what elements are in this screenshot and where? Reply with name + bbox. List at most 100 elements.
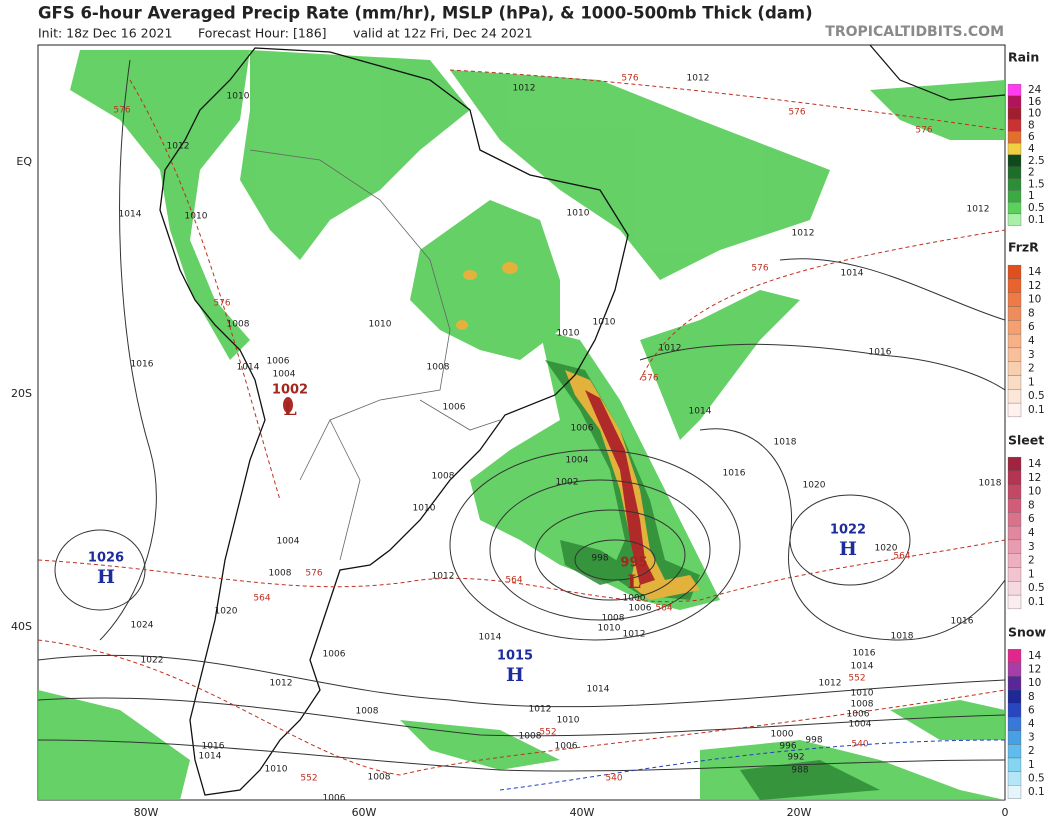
isobar-label: 1018 (774, 438, 797, 448)
legend-tick-label: 4 (1028, 335, 1035, 347)
legend-tick-label: 10 (1028, 677, 1041, 689)
isobar-label: 1012 (167, 142, 190, 152)
pressure-center-symbol: H (506, 664, 524, 686)
isobar-label: 1010 (851, 689, 874, 699)
isobar-label: 1012 (687, 74, 710, 84)
legend-tick-label: 1.5 (1028, 178, 1045, 190)
isobar-label: 998 (591, 554, 608, 564)
legend-tick-label: 2 (1028, 167, 1035, 179)
isobar-label: 1012 (819, 679, 842, 689)
legend-swatch (1007, 703, 1022, 718)
thickness-label: 576 (641, 374, 658, 384)
isobar-label: 1010 (593, 318, 616, 328)
legend-tick-label: 4 (1028, 718, 1035, 730)
isobar-label: 1012 (967, 205, 990, 215)
legend-tick-label: 6 (1028, 321, 1035, 333)
isobar-label: 1006 (323, 794, 346, 804)
legend-tick-label: 3 (1028, 732, 1035, 744)
isobar-label: 1016 (202, 742, 225, 752)
legend-swatch (1007, 581, 1022, 596)
legend-tick-label: 14 (1028, 266, 1042, 278)
pressure-center-value: 1022 (830, 523, 866, 538)
legend-tick-label: 0.5 (1028, 390, 1045, 402)
legend-tick-label: 6 (1028, 704, 1035, 716)
legend-tick-label: 1 (1028, 190, 1035, 202)
legend-swatch (1007, 402, 1022, 418)
legend-swatch (1007, 757, 1022, 772)
legend-tick-label: 10 (1028, 108, 1041, 120)
legend-swatch (1007, 320, 1022, 335)
isobar-label: 1010 (227, 92, 250, 102)
lon-label: 40W (570, 806, 595, 819)
isobar-label: 1016 (951, 617, 974, 627)
legend-title: Rain (1008, 50, 1039, 65)
thickness-label: 576 (305, 569, 322, 579)
valid-time: valid at 12z Fri, Dec 24 2021 (353, 26, 533, 41)
isobar-label: 1010 (557, 716, 580, 726)
isobar-label: 1012 (513, 84, 536, 94)
legend-swatch (1007, 361, 1022, 376)
isobar-label: 1008 (432, 472, 455, 482)
legend-swatch (1007, 154, 1022, 167)
legend-swatch (1007, 498, 1022, 513)
legend-swatch (1007, 567, 1022, 582)
legend-swatch (1007, 785, 1022, 799)
isobar-label: 1014 (119, 210, 142, 220)
pressure-center-value: 1015 (497, 649, 533, 664)
pressure-center-symbol: L (283, 398, 296, 420)
legend-swatch (1007, 178, 1022, 191)
legend-tick-label: 2 (1028, 555, 1035, 567)
isobar-label: 1010 (185, 212, 208, 222)
legend-tick-label: 24 (1028, 84, 1042, 96)
legend-tick-label: 1 (1028, 759, 1035, 771)
coastline (159, 47, 629, 796)
isobar-label: 1010 (369, 320, 392, 330)
pressure-center-symbol: L (627, 571, 640, 593)
legend-swatch (1007, 375, 1022, 390)
pressure-center-value: 1026 (88, 551, 124, 566)
legend-swatch (1007, 83, 1022, 97)
isobar-label: 1016 (853, 649, 876, 659)
isobar-label: 1008 (427, 363, 450, 373)
isobar-label: 1014 (587, 685, 610, 695)
isobar-label: 1022 (141, 656, 164, 666)
legend-swatch (1007, 264, 1022, 280)
lon-label: 60W (352, 806, 377, 819)
legend-swatch (1007, 525, 1022, 541)
isobar-label: 1012 (432, 572, 455, 582)
legend-swatch (1007, 201, 1022, 215)
isobar-label: 1016 (131, 360, 154, 370)
thickness-label: 564 (505, 576, 522, 586)
legend-tick-label: 2 (1028, 363, 1035, 375)
legend-tick-label: 2.5 (1028, 155, 1045, 167)
isobar-label: 998 (805, 736, 822, 746)
isobar-label: 1016 (723, 469, 746, 479)
legend-swatch (1007, 95, 1022, 108)
legend-tick-label: 12 (1028, 664, 1041, 676)
legend-swatch (1007, 744, 1022, 759)
isobar-label: 1014 (689, 407, 712, 417)
legend-tick-label: 2 (1028, 745, 1035, 757)
isobar-label: 1004 (277, 537, 300, 547)
legend-tick-label: 0.5 (1028, 582, 1045, 594)
isobar-label: 1024 (131, 621, 154, 631)
isobar-label: 996 (779, 742, 796, 752)
legend-swatch (1007, 594, 1022, 610)
isobar-label: 1008 (368, 773, 391, 783)
pressure-center-symbol: H (97, 566, 115, 588)
isobar-label: 1006 (555, 742, 578, 752)
legend-title: FrzR (1008, 240, 1039, 255)
isobar-label: 1008 (602, 614, 625, 624)
isobar-label: 1000 (623, 594, 646, 604)
legend-swatch (1007, 166, 1022, 179)
isobar-label: 1010 (598, 624, 621, 634)
legend-tick-label: 1 (1028, 568, 1035, 580)
isobar-label: 1014 (851, 662, 874, 672)
isobar-label: 1014 (479, 633, 502, 643)
legend-tick-label: 3 (1028, 541, 1035, 553)
legend: Rain2416108642.521.510.50.1FrzR141210864… (1007, 50, 1046, 799)
isobar-label: 1014 (841, 269, 864, 279)
lon-label: 20W (787, 806, 812, 819)
legend-tick-label: 10 (1028, 486, 1041, 498)
